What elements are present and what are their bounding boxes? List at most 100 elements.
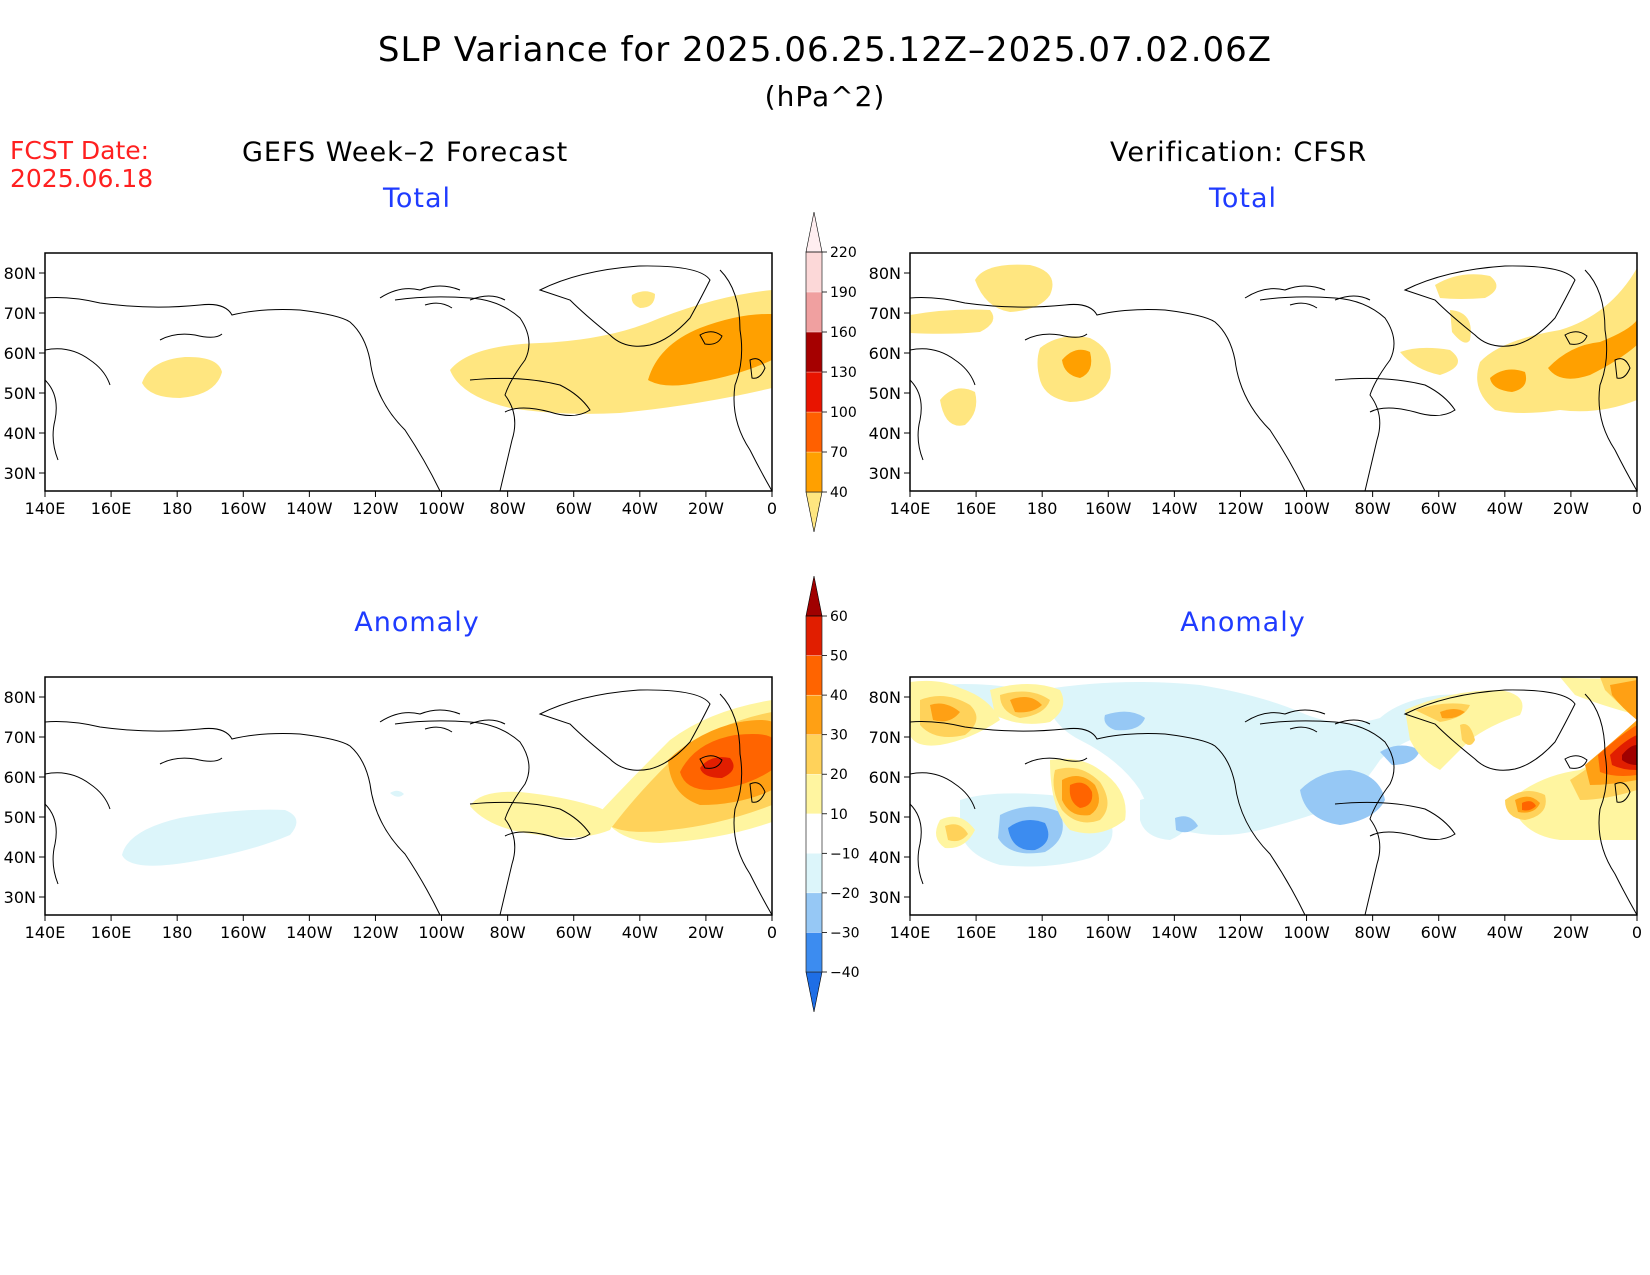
shading-top-left	[142, 290, 772, 414]
lon-label: 80W	[490, 499, 526, 518]
colorbar-label: 190	[830, 285, 857, 301]
colorbar-swatch	[805, 655, 823, 696]
panel-title-top-right: Total	[1208, 183, 1278, 214]
colorbar-label: −30	[830, 925, 860, 941]
right-column-title: Verification: CFSR	[1110, 137, 1368, 168]
lon-label: 160W	[220, 499, 267, 518]
lon-label: 100W	[418, 499, 465, 518]
lon-label: 160W	[1085, 923, 1132, 942]
panel-title-bottom-right: Anomaly	[1180, 607, 1306, 638]
colorbar-anomaly: −40 −30 −20 −10 10 20 30 40 50 60	[805, 575, 860, 1013]
colorbar-swatch	[805, 615, 823, 656]
lon-label: 40W	[622, 923, 658, 942]
lon-label: 20W	[1553, 923, 1589, 942]
map-panel-bottom-right: 140E 160E 180 160W 140W 120W 100W 80W 60W 40W 20W 0…	[869, 676, 1642, 942]
shading-bottom-left	[122, 700, 772, 866]
lon-label: 100W	[418, 923, 465, 942]
lon-label: 160E	[956, 923, 997, 942]
forecast-date-value: 2025.06.18	[10, 164, 154, 193]
lat-label: 80N	[4, 688, 36, 707]
colorbar-total: 40 70 100 130 160 190 220	[805, 211, 857, 533]
lon-label: 0	[1632, 499, 1642, 518]
colorbar-label: −10	[830, 846, 860, 862]
lon-label: 40W	[1487, 499, 1523, 518]
lat-label: 70N	[869, 728, 901, 747]
lat-label: 40N	[869, 848, 901, 867]
lat-label: 30N	[4, 464, 36, 483]
map-panel-top-right: 140E 160E 180 160W 140W 120W 100W 80W 60W 40W 20W 0…	[869, 252, 1642, 518]
colorbar-cap-low	[805, 971, 823, 1013]
chart-title: SLP Variance for 2025.06.25.12Z–2025.07.…	[377, 30, 1273, 70]
lat-label: 50N	[4, 384, 36, 403]
lon-label: 180	[1027, 499, 1058, 518]
colorbar-swatch	[805, 251, 823, 293]
lat-label: 30N	[4, 888, 36, 907]
contour-fill-70-100	[648, 313, 772, 386]
colorbar-label: 130	[830, 365, 857, 381]
lon-label: 180	[162, 499, 193, 518]
units-label: (hPa^2)	[764, 80, 886, 113]
coastlines-bottom-left	[45, 689, 772, 915]
lon-label: 180	[162, 923, 193, 942]
colorbar-swatch	[805, 371, 823, 413]
colorbar-swatch	[805, 892, 823, 933]
colorbar-swatch	[805, 694, 823, 735]
lat-label: 70N	[4, 728, 36, 747]
lon-label: 120W	[1217, 499, 1264, 518]
colorbar-label: −20	[830, 886, 860, 902]
lon-label: 100W	[1283, 923, 1330, 942]
forecast-date: FCST Date: 2025.06.18	[10, 137, 153, 193]
lon-label: 60W	[556, 923, 592, 942]
colorbar-cap-high	[805, 575, 823, 617]
lat-label: 80N	[869, 688, 901, 707]
lat-label: 60N	[4, 768, 36, 787]
colorbar-cap-high	[805, 211, 823, 253]
axes-top-left: 140E 160E 180 160W 140W 120W 100W 80W 60W 40W 20W 0…	[4, 264, 777, 518]
lat-label: 40N	[4, 848, 36, 867]
lon-label: 160E	[91, 923, 132, 942]
contour-fill-neg10-neg20	[122, 790, 404, 866]
lat-label: 60N	[869, 344, 901, 363]
axes-bottom-right: 140E 160E 180 160W 140W 120W 100W 80W 60W 40W 20W 0…	[869, 688, 1642, 942]
colorbar-label: 60	[830, 609, 848, 625]
colorbar-swatch	[805, 932, 823, 973]
colorbar-label: 100	[830, 405, 857, 421]
contour-fill-60-plus	[1622, 745, 1637, 765]
colorbar-swatch	[805, 451, 823, 493]
lon-label: 0	[1632, 923, 1642, 942]
colorbar-swatch	[805, 813, 823, 854]
lat-label: 70N	[869, 304, 901, 323]
colorbar-label: 50	[830, 649, 848, 665]
map-frame-top-right	[909, 252, 1638, 492]
panel-title-top-left: Total	[382, 183, 452, 214]
lon-label: 0	[767, 499, 777, 518]
lon-label: 60W	[556, 499, 592, 518]
lon-label: 20W	[1553, 499, 1589, 518]
lon-label: 120W	[352, 923, 399, 942]
lon-label: 140E	[890, 499, 931, 518]
lon-label: 80W	[1355, 499, 1391, 518]
lon-label: 80W	[490, 923, 526, 942]
map-frame-bottom-left	[44, 676, 773, 916]
lat-label: 50N	[869, 384, 901, 403]
colorbar-cap-low	[805, 491, 823, 533]
lon-label: 100W	[1283, 499, 1330, 518]
lon-label: 160W	[220, 923, 267, 942]
colorbar-outline	[805, 615, 823, 973]
lon-label: 120W	[352, 499, 399, 518]
shading-bottom-right	[910, 677, 1637, 867]
lon-label: 0	[767, 923, 777, 942]
contour-fill-neg30-neg40	[1008, 819, 1049, 851]
lat-label: 30N	[869, 464, 901, 483]
lon-label: 40W	[1487, 923, 1523, 942]
lat-label: 50N	[869, 808, 901, 827]
lon-label: 40W	[622, 499, 658, 518]
colorbar-label: 220	[830, 245, 857, 261]
colorbar-label: 160	[830, 325, 857, 341]
contour-fill-70-100	[1062, 320, 1637, 392]
lon-label: 80W	[1355, 923, 1391, 942]
colorbar-label: −40	[830, 965, 860, 981]
map-panel-bottom-left: 140E 160E 180 160W 140W 120W 100W 80W 60W 40W 20W 0…	[4, 676, 777, 942]
colorbar-swatch	[805, 411, 823, 453]
